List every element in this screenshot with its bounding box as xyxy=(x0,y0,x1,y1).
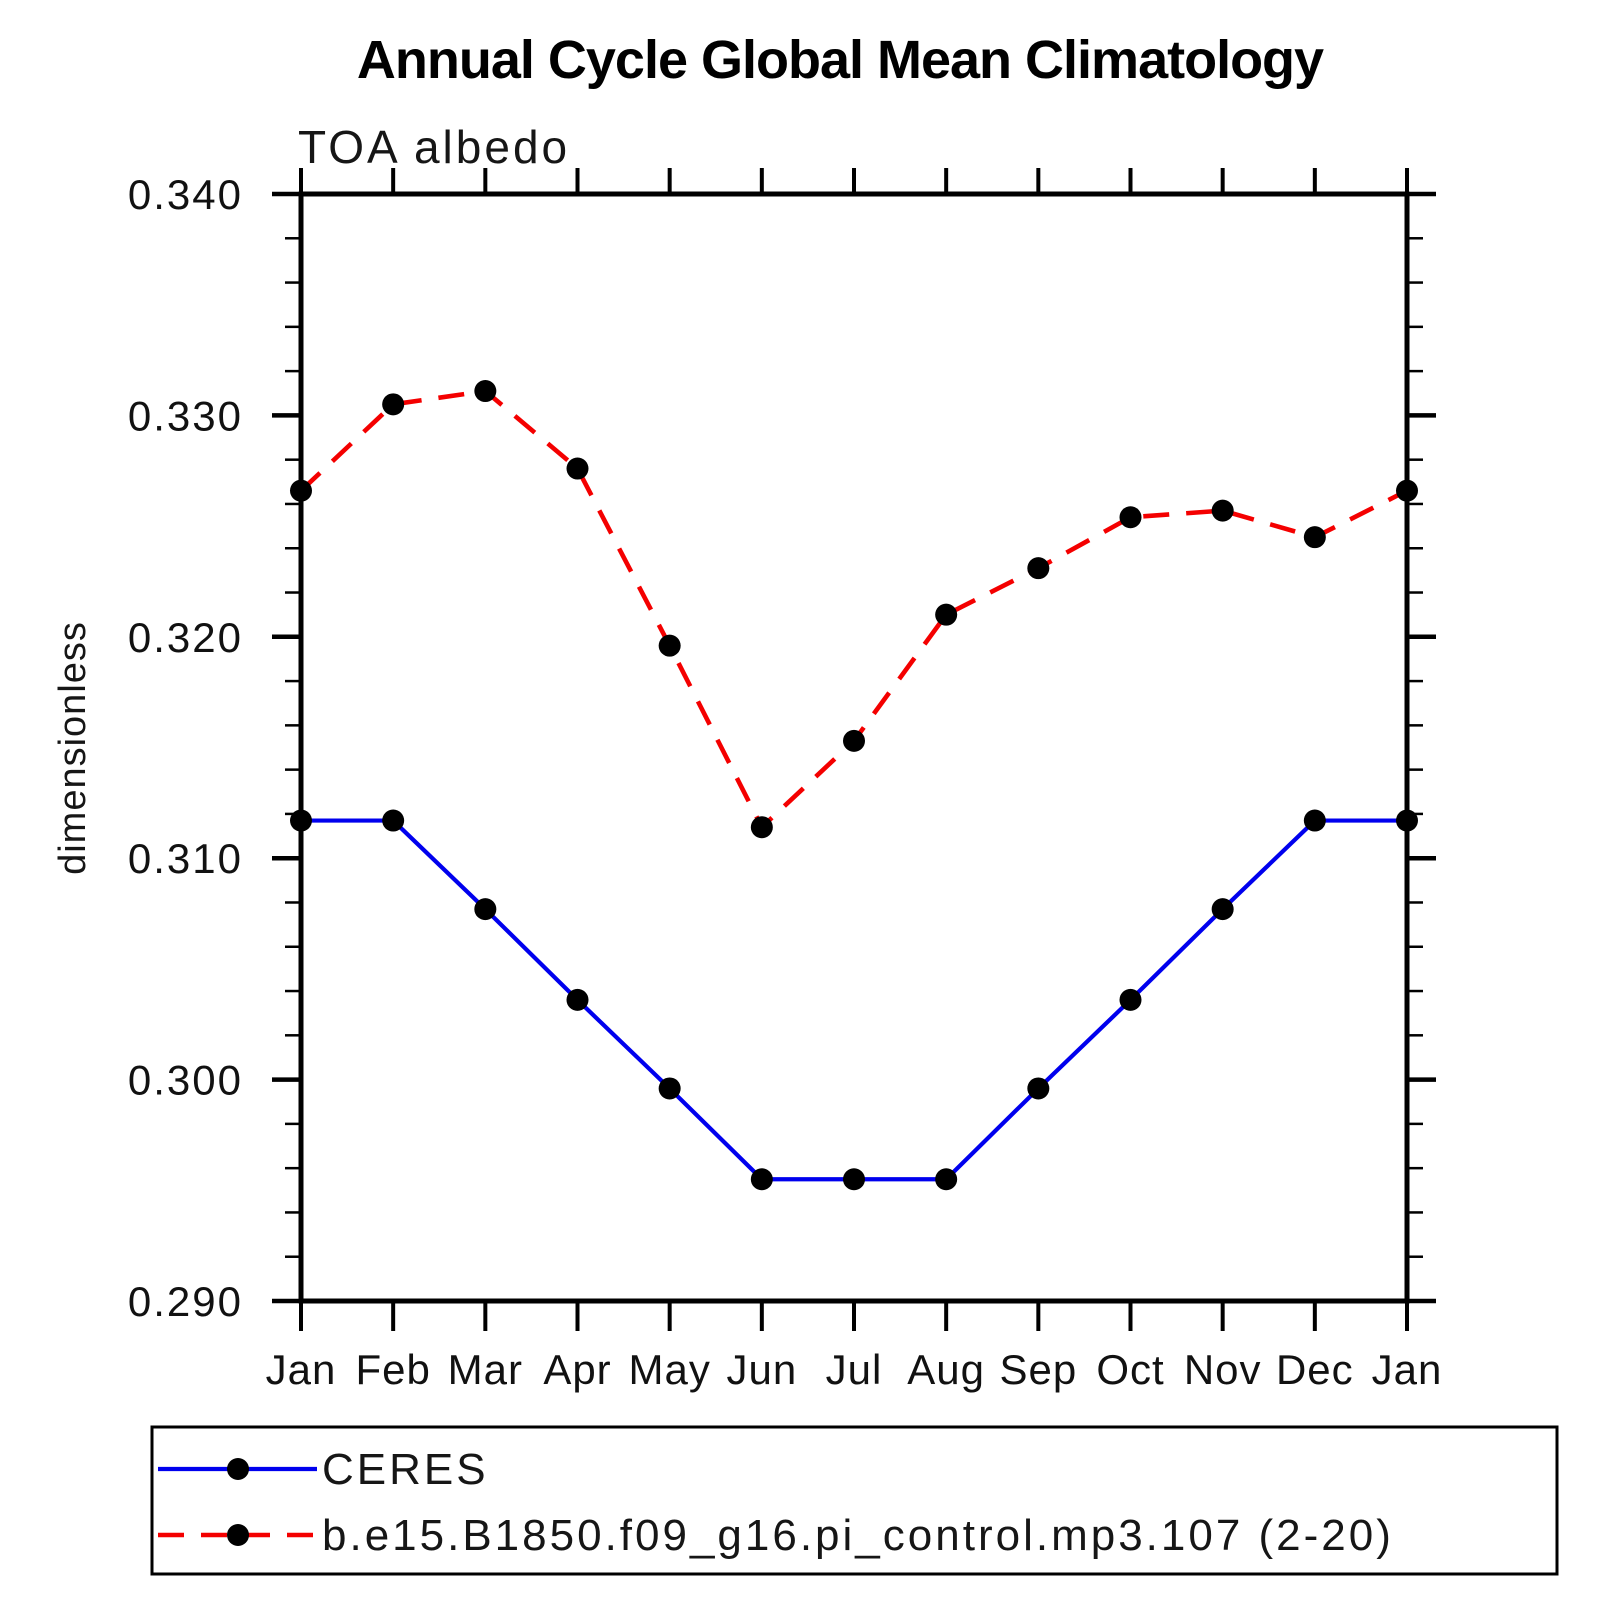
x-tick-label: Jan xyxy=(266,1346,337,1393)
x-tick-label: Oct xyxy=(1096,1346,1164,1393)
data-point-model xyxy=(474,380,497,403)
x-tick-label: Jan xyxy=(1372,1346,1443,1393)
data-point-ceres xyxy=(1303,809,1326,832)
legend-label: CERES xyxy=(322,1445,489,1494)
axes-layer: 0.340 0.330 0.320 0.310 0.300 0.290 Jan Feb Mar A… xyxy=(128,168,1443,1393)
data-point-ceres xyxy=(566,988,589,1011)
data-point-model xyxy=(566,457,589,480)
y-tick-label: 0.290 xyxy=(128,1278,243,1325)
x-tick-label: Sep xyxy=(999,1346,1077,1393)
x-tick-label: Jun xyxy=(726,1346,797,1393)
data-point-ceres xyxy=(843,1168,865,1191)
data-point-model xyxy=(290,479,312,502)
chart-title: Annual Cycle Global Mean Climatology xyxy=(357,30,1324,90)
data-point-model xyxy=(1303,526,1326,549)
data-point-ceres xyxy=(382,809,405,832)
data-point-ceres xyxy=(1027,1077,1050,1100)
x-tick-label: Nov xyxy=(1184,1346,1262,1393)
data-point-model xyxy=(750,816,773,839)
y-tick-label: 0.340 xyxy=(128,171,243,218)
data-point-model xyxy=(658,634,681,657)
legend-marker xyxy=(227,1458,249,1480)
x-tick-label: Dec xyxy=(1276,1346,1354,1393)
y-tick-label: 0.320 xyxy=(128,614,243,661)
x-tick-label: Aug xyxy=(907,1346,985,1393)
data-point-model xyxy=(1027,557,1050,580)
data-point-model xyxy=(935,603,958,626)
data-point-ceres xyxy=(290,809,312,832)
data-point-model xyxy=(1396,479,1418,502)
data-point-model xyxy=(1119,506,1142,529)
chart-subtitle: TOA albedo xyxy=(298,121,570,173)
data-point-model xyxy=(1211,499,1234,522)
x-tick-label: May xyxy=(628,1346,710,1393)
series-line-ceres xyxy=(301,818,1407,1182)
data-point-ceres xyxy=(658,1077,681,1100)
data-point-model xyxy=(843,729,865,752)
x-tick-label: Mar xyxy=(448,1346,523,1393)
data-point-ceres xyxy=(750,1168,773,1191)
data-point-model xyxy=(382,393,405,416)
legend-box xyxy=(150,1425,1559,1576)
data-point-ceres xyxy=(474,898,497,921)
series-line-model xyxy=(299,388,1409,830)
y-axis-title: dimensionless xyxy=(52,621,94,875)
y-tick-label: 0.300 xyxy=(128,1057,243,1104)
data-point-ceres xyxy=(1396,809,1418,832)
x-tick-label: Feb xyxy=(355,1346,430,1393)
data-point-ceres xyxy=(935,1168,958,1191)
legend-layer: CERES b.e15.B1850.f09_g16.pi_control.mp3.… xyxy=(150,1425,1559,1576)
data-point-ceres xyxy=(1211,898,1234,921)
series-layer xyxy=(290,380,1418,1191)
x-tick-label: Apr xyxy=(543,1346,611,1393)
y-tick-label: 0.310 xyxy=(128,835,243,882)
data-point-ceres xyxy=(1119,988,1142,1011)
y-tick-label: 0.330 xyxy=(128,392,243,439)
legend-label: b.e15.B1850.f09_g16.pi_control.mp3.107 (… xyxy=(322,1511,1394,1560)
x-tick-label: Jul xyxy=(826,1346,883,1393)
legend-marker xyxy=(227,1524,249,1546)
